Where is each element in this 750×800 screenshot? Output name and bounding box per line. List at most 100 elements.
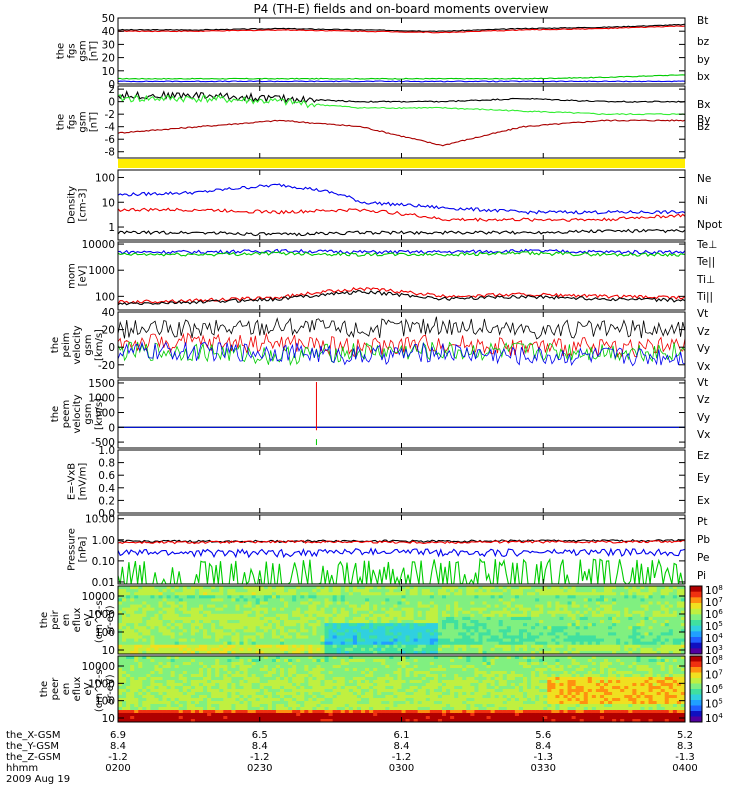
colorbar-tick-exponent: 5 xyxy=(718,620,722,628)
heatmap-cell xyxy=(288,719,293,723)
heatmap-cell xyxy=(223,629,228,633)
heatmap-cell xyxy=(470,592,475,596)
heatmap-cell xyxy=(442,595,447,599)
heatmap-cell xyxy=(170,719,176,723)
heatmap-cell xyxy=(648,629,653,633)
heatmap-cell xyxy=(118,613,123,618)
heatmap-cell xyxy=(174,659,180,663)
heatmap-cell xyxy=(680,586,686,590)
heatmap-cell xyxy=(413,620,419,624)
heatmap-cell xyxy=(531,629,536,633)
heatmap-cell xyxy=(409,641,415,646)
series-line-Pe xyxy=(117,557,685,586)
heatmap-cell xyxy=(652,610,658,615)
heatmap-cell xyxy=(316,686,321,690)
heatmap-cell xyxy=(263,638,269,643)
heatmap-cell xyxy=(393,644,398,649)
heatmap-cell xyxy=(207,713,212,717)
heatmap-cell xyxy=(251,613,257,618)
heatmap-cell xyxy=(636,623,641,627)
heatmap-cell xyxy=(316,692,321,696)
heatmap-cell xyxy=(267,656,273,660)
heatmap-cell xyxy=(583,629,589,633)
heatmap-cell xyxy=(506,647,512,652)
heatmap-cell xyxy=(612,641,617,646)
heatmap-cell xyxy=(126,592,131,596)
heatmap-cell xyxy=(656,620,662,624)
heatmap-cell xyxy=(482,638,487,643)
heatmap-cell xyxy=(243,716,248,720)
heatmap-cell xyxy=(259,620,265,624)
y-tick-label: 0 xyxy=(108,97,115,109)
heatmap-cell xyxy=(247,647,253,652)
heatmap-cell xyxy=(300,650,305,655)
heatmap-cell xyxy=(146,692,151,696)
heatmap-cell xyxy=(259,613,265,618)
heatmap-cell xyxy=(186,671,192,675)
heatmap-cell xyxy=(300,674,305,678)
heatmap-cell xyxy=(381,598,386,602)
heatmap-cell xyxy=(142,616,147,621)
heatmap-cell xyxy=(482,598,487,602)
heatmap-cell xyxy=(450,626,455,630)
heatmap-cell xyxy=(142,632,147,636)
heatmap-cell xyxy=(397,707,402,711)
heatmap-cell xyxy=(146,586,151,590)
heatmap-cell xyxy=(356,710,362,714)
heatmap-cell xyxy=(672,644,678,649)
heatmap-cell xyxy=(292,610,297,615)
heatmap-cell xyxy=(263,644,269,649)
heatmap-cell xyxy=(636,638,641,643)
heatmap-cell xyxy=(263,656,269,660)
heatmap-cell xyxy=(296,656,301,660)
heatmap-cell xyxy=(365,623,370,627)
heatmap-cell xyxy=(162,659,167,663)
heatmap-cell xyxy=(118,686,123,690)
heatmap-cell xyxy=(158,638,163,643)
heatmap-cell xyxy=(275,665,281,669)
heatmap-cell xyxy=(182,638,188,643)
heatmap-cell xyxy=(280,671,285,675)
heatmap-cell xyxy=(235,719,240,723)
heatmap-cell xyxy=(292,598,297,602)
heatmap-cell xyxy=(211,586,216,590)
heatmap-cell xyxy=(340,647,346,652)
heatmap-cell xyxy=(373,695,378,699)
heatmap-cell xyxy=(328,647,334,652)
heatmap-cell xyxy=(365,601,370,605)
heatmap-cell xyxy=(235,707,240,711)
heatmap-cell xyxy=(352,623,358,627)
heatmap-cell xyxy=(251,644,257,649)
heatmap-cell xyxy=(377,650,382,655)
heatmap-cell xyxy=(146,659,151,663)
heatmap-cell xyxy=(583,613,589,618)
chart-title: P4 (TH-E) fields and on-board moments ov… xyxy=(253,2,548,16)
heatmap-cell xyxy=(373,650,378,655)
heatmap-cell xyxy=(215,689,220,693)
heatmap-cell xyxy=(531,607,536,612)
y-axis-label: Pressure [nPa] xyxy=(67,528,89,571)
heatmap-cell xyxy=(203,677,208,681)
heatmap-cell xyxy=(660,592,666,596)
heatmap-cell xyxy=(122,677,127,681)
heatmap-cell xyxy=(316,650,321,655)
heatmap-cell xyxy=(255,662,261,666)
heatmap-cell xyxy=(178,674,184,678)
heatmap-cell xyxy=(215,647,220,652)
heatmap-cell xyxy=(231,616,236,621)
heatmap-cell xyxy=(150,632,155,636)
heatmap-cell xyxy=(389,598,394,602)
heatmap-cell xyxy=(648,616,653,621)
heatmap-cell xyxy=(466,610,471,615)
heatmap-cell xyxy=(194,647,200,652)
heatmap-cell xyxy=(215,662,220,666)
y-tick-label: -4 xyxy=(105,122,116,134)
heatmap-cell xyxy=(118,586,123,590)
heatmap-cell xyxy=(636,616,641,621)
heatmap-cell xyxy=(194,707,200,711)
heatmap-cell xyxy=(320,689,325,693)
heatmap-cell xyxy=(280,662,285,666)
heatmap-cell xyxy=(466,616,471,621)
heatmap-cell xyxy=(263,701,269,705)
